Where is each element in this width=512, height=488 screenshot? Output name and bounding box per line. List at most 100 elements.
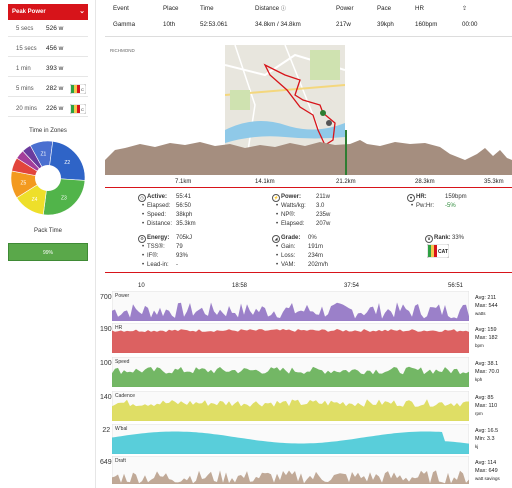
summary-unit: watts (475, 311, 486, 316)
trace-area (112, 329, 469, 353)
time-tick: 56:51 (448, 283, 464, 289)
header-event: Event (113, 5, 129, 12)
graph-ymax: 140 (99, 394, 112, 401)
time-tick: 10 (138, 283, 145, 289)
pack-time-value: 99% (42, 250, 53, 256)
graph-hr[interactable]: HR (112, 323, 469, 353)
summary-line: Max: 182 (475, 335, 498, 341)
peak-value: 282 w (46, 85, 64, 92)
summary-line: Max: 70.0 (475, 369, 500, 375)
time-in-zones-title: Time in Zones (29, 128, 67, 134)
trace-area (112, 399, 469, 421)
header-pace: Pace (377, 5, 392, 12)
cat-badge-icon: CAT (427, 244, 449, 258)
summary-unit: kj (475, 444, 479, 449)
map-label: RICHMOND (110, 48, 135, 53)
peak-row: 1 min 393 w (8, 61, 88, 77)
export-icon[interactable]: ⇪ (462, 5, 468, 12)
summary-line: Avg: 38.1 (475, 361, 499, 367)
peak-row: 15 secs 456 w (8, 41, 88, 57)
trophy-icon: ♛ (425, 234, 435, 243)
graph-summary: Avg: 16.5 Min: 3.3 kj (475, 427, 498, 451)
graph-summary: Avg: 38.1 Max: 70.0 kph (475, 360, 499, 384)
summary-unit: watt savings (475, 476, 500, 481)
header-place: Place (163, 5, 179, 12)
graph-speed[interactable]: Speed (112, 357, 469, 387)
peak-duration: 15 secs (16, 46, 37, 52)
elevation-profile (105, 130, 512, 175)
graph-wbal[interactable]: W'bal (112, 424, 469, 454)
graph-trace (112, 323, 469, 353)
summary-line: Avg: 114 (475, 460, 497, 466)
peak-duration: 1 min (16, 66, 31, 72)
pack-time-title: Pack Time (33, 228, 62, 234)
cat-badge-icon: C (70, 84, 86, 94)
summary-line: Avg: 211 (475, 295, 497, 301)
section-divider (105, 187, 512, 188)
header-time: Time (200, 5, 214, 12)
value-power: 217w (336, 21, 351, 28)
distance-tick: 28.3km (415, 179, 435, 185)
header-divider (105, 36, 512, 37)
zone-label: Z5 (21, 181, 27, 187)
energy-icon: ⚙ (138, 234, 148, 243)
graph-label: Power (115, 293, 130, 299)
section-divider (105, 272, 512, 273)
peak-row: 5 mins 282 w C (8, 81, 88, 97)
graph-trace (112, 357, 469, 387)
graph-cadence[interactable]: Cadence (112, 391, 469, 421)
chevron-down-icon: ⌄ (79, 8, 85, 15)
graph-label: Cadence (115, 393, 136, 399)
graph-ymax: 700 (99, 294, 112, 301)
header-distance: Distance ⓘ (255, 5, 286, 12)
graph-power[interactable]: Power (112, 291, 469, 321)
column-divider (95, 0, 96, 488)
cat-badge-icon: C (70, 104, 86, 114)
header-hr: HR (415, 5, 424, 12)
peak-row: 5 secs 526 w (8, 21, 88, 37)
svg-text:C: C (81, 107, 84, 112)
peak-power-dropdown[interactable]: Peak Power ⌄ (8, 4, 88, 20)
graph-label: Speed (115, 359, 130, 365)
clock-icon: ◷ (138, 193, 148, 202)
summary-unit: rpm (475, 411, 483, 416)
graph-trace (112, 291, 469, 321)
peak-value: 393 w (46, 65, 64, 72)
zone-label: Z4 (32, 197, 38, 203)
summary-line: Min: 3.3 (475, 436, 495, 442)
graph-summary: Avg: 159 Max: 182 bpm (475, 326, 498, 350)
value-hr: 160bpm (415, 21, 438, 28)
peak-duration: 20 mins (16, 106, 38, 112)
trace-area (112, 366, 469, 387)
summary-unit: bpm (475, 343, 484, 348)
time-in-zones-donut: Z1 Z2 Z3 Z4 Z5 (10, 140, 86, 216)
summary-line: Avg: 159 (475, 327, 497, 333)
time-tick: 18:58 (232, 283, 248, 289)
peak-value: 226 w (46, 105, 64, 112)
trace-area (112, 431, 469, 454)
value-place: 10th (163, 21, 176, 28)
time-tick: 37:54 (344, 283, 360, 289)
zone-label: Z1 (40, 151, 46, 157)
graph-summary: Avg: 211 Max: 544 watts (475, 294, 498, 318)
svg-text:C: C (81, 87, 84, 92)
graph-draft[interactable]: Draft (112, 456, 469, 484)
graph-ymax: 100 (99, 360, 112, 367)
zone-label: Z3 (61, 195, 67, 201)
peak-duration: 5 secs (16, 26, 34, 32)
distance-tick: 21.2km (336, 179, 356, 185)
grade-icon: ◢ (272, 234, 282, 243)
heart-icon: ♥ (407, 193, 417, 202)
summary-unit: kph (475, 377, 483, 382)
graph-trace (112, 391, 469, 421)
graph-trace (112, 424, 469, 454)
value-event: Gamma (113, 21, 136, 28)
info-icon: ⓘ (280, 6, 286, 12)
summary-line: Avg: 16.5 (475, 428, 499, 434)
distance-tick: 35.3km (484, 179, 504, 185)
distance-tick: 7.1km (175, 179, 192, 185)
graph-ymax: 22 (102, 427, 111, 434)
value-distance: 34.8km / 34.8km (255, 21, 301, 28)
pack-time-bar: 99% (8, 243, 88, 261)
peak-value: 526 w (46, 25, 64, 32)
